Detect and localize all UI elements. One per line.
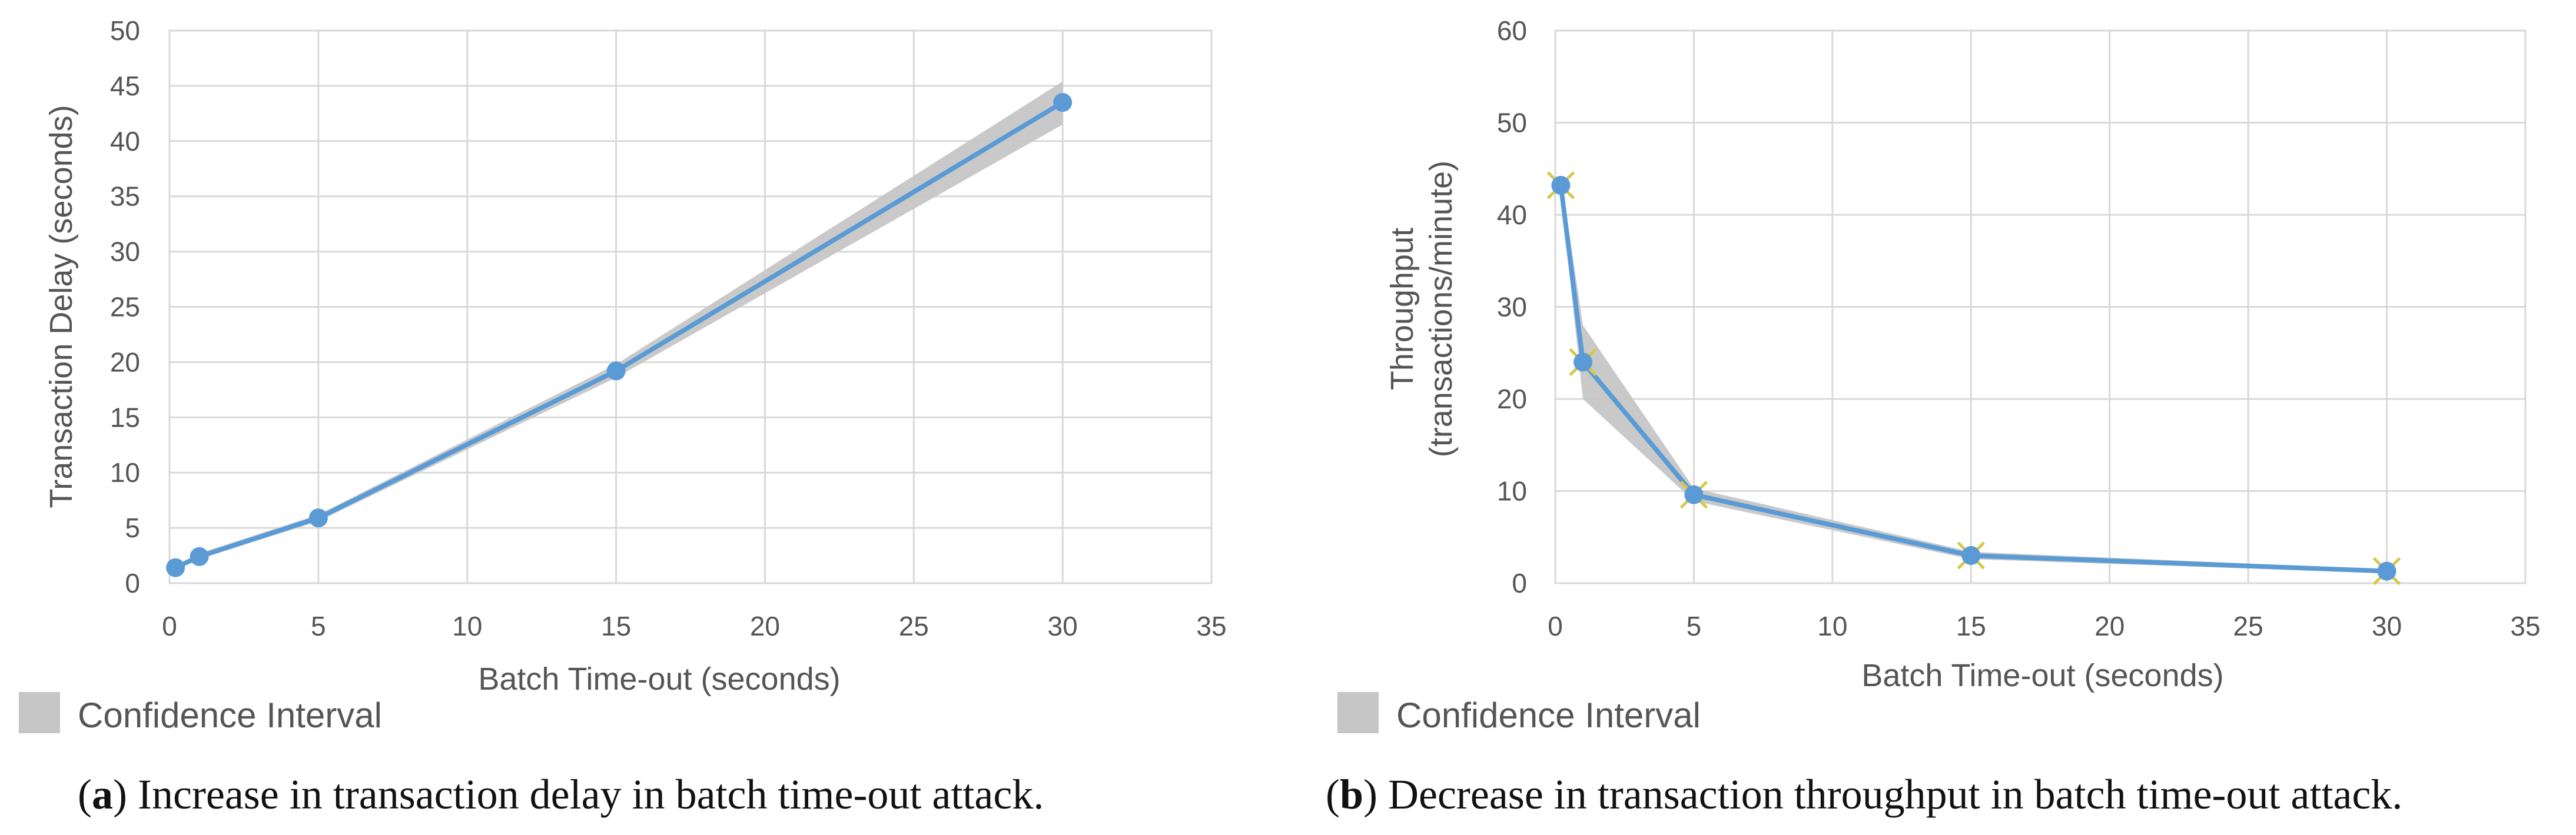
chart-b-y-tick-label: 40 (1497, 199, 1527, 230)
chart-a-y-ticks: 0 5 10 15 20 25 30 35 40 45 50 (110, 15, 140, 598)
chart-a-x-ticks: 0 5 10 15 20 25 30 35 (162, 611, 1226, 641)
chart-a-legend-label: Confidence Interval (78, 696, 382, 735)
chart-a-caption-text: ) Increase in transaction delay in batch… (113, 771, 1044, 818)
chart-b-x-tick-label: 35 (2510, 611, 2540, 641)
chart-a-plot-frame (168, 29, 1213, 584)
chart-a-y-tick-label: 20 (110, 347, 140, 377)
chart-a-points (166, 93, 1073, 577)
chart-a-data-point (308, 508, 328, 528)
chart-b-x-tick-label: 25 (2233, 611, 2263, 641)
chart-a-data-point (166, 558, 185, 577)
chart-a-y-tick-label: 30 (110, 237, 140, 267)
chart-a-y-axis-label: Transaction Delay (seconds) (44, 105, 79, 508)
chart-a-y-tick-label: 15 (110, 402, 140, 433)
chart-a-y-tick-label: 40 (110, 126, 140, 157)
chart-a-x-tick-label: 15 (601, 611, 631, 641)
chart-b-x-tick-label: 15 (1956, 611, 1986, 641)
chart-b-data-point (1684, 485, 1704, 504)
chart-b-x-tick-label: 5 (1687, 611, 1702, 641)
chart-b-y-axis-label-line1: Throughput (1385, 228, 1420, 390)
chart-a-confidence-band (175, 81, 1063, 570)
chart-a-data-point (190, 547, 209, 566)
chart-b-y-axis-label-line2: (transactions/minute) (1423, 161, 1459, 457)
chart-b-y-tick-label: 10 (1497, 476, 1527, 507)
chart-a-y-tick-label: 50 (110, 15, 140, 46)
chart-a-y-tick-label: 10 (110, 457, 140, 488)
chart-a-y-tick-label: 5 (125, 513, 140, 543)
chart-b-data-point (1574, 352, 1593, 372)
chart-b-y-tick-label: 30 (1497, 292, 1527, 322)
chart-b-y-tick-label: 60 (1497, 15, 1527, 46)
chart-a-gridlines (168, 29, 1213, 584)
chart-b-confidence-band (1561, 176, 2387, 573)
chart-b-data-point (2377, 561, 2396, 581)
chart-a-x-tick-label: 5 (311, 611, 326, 641)
chart-b-y-ticks: 0 10 20 30 40 50 60 (1497, 15, 1527, 598)
chart-a-y-tick-label: 45 (110, 71, 140, 101)
chart-a-data-point (1053, 93, 1073, 112)
chart-b-series-line (1558, 185, 2387, 574)
chart-b-x-tick-label: 10 (1817, 611, 1847, 641)
chart-b-x-ticks: 0 5 10 15 20 25 30 35 (1548, 611, 2540, 641)
chart-a-y-tick-label: 25 (110, 292, 140, 322)
chart-a-y-tick-label: 0 (125, 568, 140, 598)
chart-a-x-tick-label: 25 (899, 611, 929, 641)
chart-b-y-tick-label: 20 (1497, 384, 1527, 414)
chart-b-legend-label: Confidence Interval (1396, 696, 1701, 735)
chart-b-caption-text: ) Decrease in transaction throughput in … (1363, 771, 2402, 818)
chart-b-x-axis-label: Batch Time-out (seconds) (1861, 658, 2223, 693)
chart-b-x-tick-label: 20 (2094, 611, 2124, 641)
chart-b-plot-frame (1554, 29, 2527, 584)
chart-a-legend-swatch (19, 692, 60, 733)
chart-a-data-point (606, 361, 626, 381)
chart-b-x-tick-label: 30 (2372, 611, 2402, 641)
chart-b-x-tick-label: 0 (1548, 611, 1563, 641)
chart-b-data-point (1961, 546, 1981, 565)
chart-b-y-axis-label: Throughput (transactions/minute) (1385, 161, 1459, 457)
chart-a-caption-letter: a (92, 771, 113, 818)
chart-b-y-tick-label: 50 (1497, 108, 1527, 138)
chart-a-y-tick-label: 35 (110, 181, 140, 212)
chart-a-x-tick-label: 20 (750, 611, 780, 641)
chart-b-legend-swatch (1337, 692, 1379, 733)
chart-a-x-axis-label: Batch Time-out (seconds) (478, 661, 840, 697)
chart-b-caption-letter: b (1340, 771, 1363, 818)
chart-b-data-point (1551, 175, 1571, 195)
chart-b-y-tick-label: 0 (1512, 568, 1527, 598)
chart-b-points (1546, 171, 2401, 586)
chart-a-x-tick-label: 30 (1048, 611, 1078, 641)
chart-b-caption: (b) Decrease in transaction throughput i… (1326, 771, 2402, 818)
chart-a-x-tick-label: 10 (452, 611, 482, 641)
chart-a-x-tick-label: 35 (1196, 611, 1226, 641)
chart-a-caption: (a) Increase in transaction delay in bat… (78, 771, 1044, 818)
chart-a-x-tick-label: 0 (162, 611, 177, 641)
chart-a: 0 5 10 15 20 25 30 35 40 45 50 0 5 10 15 20 25 30 35 Tran… (19, 15, 1227, 818)
